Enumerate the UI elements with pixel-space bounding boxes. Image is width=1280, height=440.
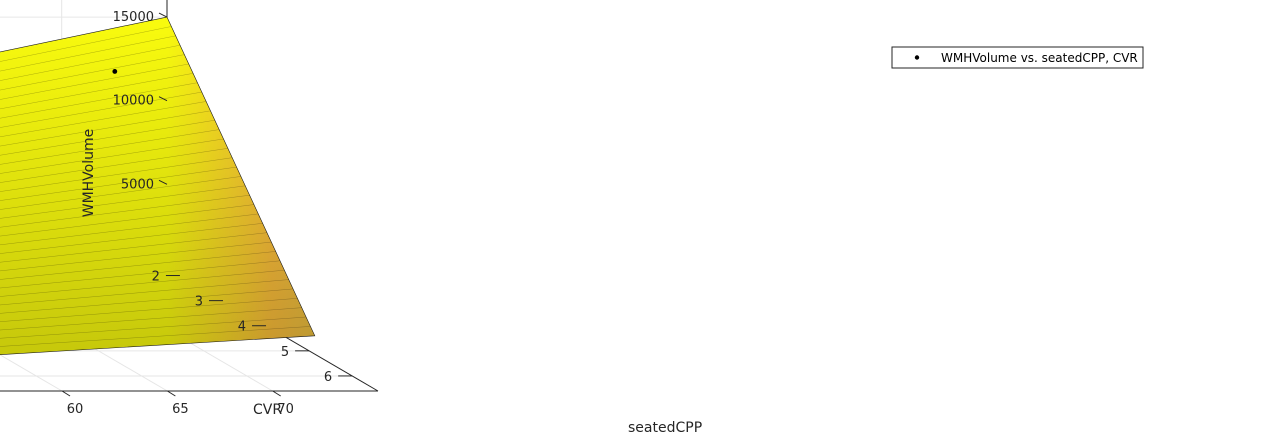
scatter-point [112, 69, 118, 74]
y-tick-label: 5 [281, 345, 289, 360]
z-axis-label: WMHVolume [81, 129, 97, 218]
axis-ticks: 3035404550556065702345650001000015000 [61, 10, 353, 417]
y-tick-label: 6 [324, 370, 332, 385]
axis-labels: WMHVolume CVR seatedCPP [81, 129, 702, 436]
z-tick-mark [158, 96, 168, 102]
legend-entry-label: WMHVolume vs. seatedCPP, CVR [941, 51, 1138, 65]
fitted-surface [0, 16, 316, 355]
data-points [112, 69, 118, 74]
legend: WMHVolume vs. seatedCPP, CVR [891, 46, 1144, 69]
x-axis-label: seatedCPP [628, 420, 702, 436]
y-axis-label: CVR [253, 402, 282, 418]
y-tick-label: 4 [238, 320, 246, 335]
z-tick-label: 10000 [113, 94, 154, 109]
y-tick-label: 3 [195, 295, 203, 310]
legend-box [891, 46, 1144, 69]
z-tick-label: 5000 [121, 177, 154, 192]
x-tick-label: 60 [67, 402, 84, 417]
z-tick-mark [158, 179, 168, 185]
x-tick-mark [61, 390, 71, 397]
surface-shading [0, 17, 315, 355]
x-tick-label: 65 [172, 402, 189, 417]
legend-marker [914, 55, 920, 60]
z-tick-label: 15000 [113, 10, 154, 25]
x-tick-mark [272, 390, 281, 397]
z-tick-mark [158, 12, 168, 18]
x-tick-label: 70 [277, 402, 294, 417]
y-tick-label: 2 [152, 270, 160, 285]
x-tick-mark [167, 390, 176, 397]
floor-grid-line-x [0, 354, 63, 392]
